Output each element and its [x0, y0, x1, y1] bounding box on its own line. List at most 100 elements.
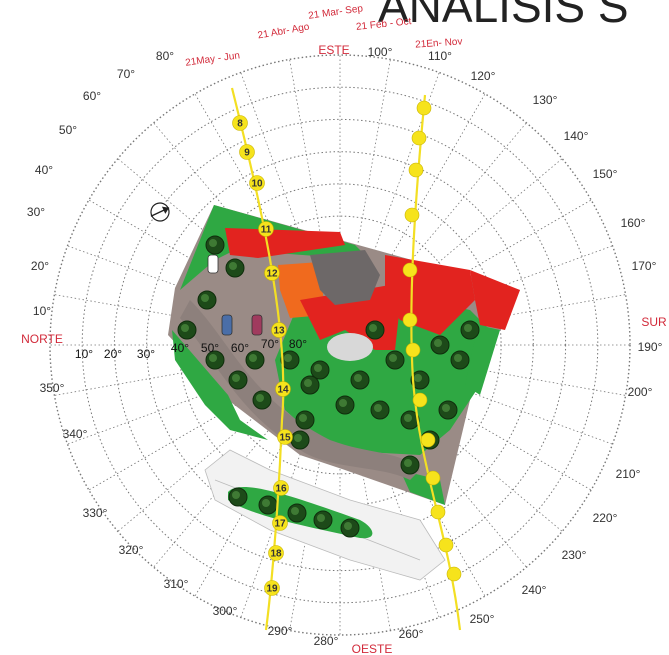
tree-icon: [414, 374, 422, 382]
hour-marker: [239, 144, 255, 160]
hour-label: 17: [274, 519, 286, 530]
tree-icon: [442, 404, 450, 412]
azimuth-labels-17: 200°: [628, 385, 653, 399]
tree-icon: [229, 262, 237, 270]
azimuth-labels-6: 70°: [117, 67, 135, 81]
car-icon: [251, 314, 263, 336]
altitude-labels-3: 40°: [171, 341, 189, 355]
sun-position-marker: [402, 312, 418, 328]
azimuth-labels-15: 170°: [632, 259, 657, 273]
azimuth-labels-21: 240°: [522, 583, 547, 597]
azimuth-labels-19: 220°: [593, 511, 618, 525]
azimuth-labels-4: 50°: [59, 123, 77, 137]
hour-marker: [275, 381, 291, 397]
tree-icon: [299, 414, 307, 422]
tree-icon: [344, 522, 352, 530]
sun-position-marker: [425, 470, 441, 486]
altitude-ring: [113, 118, 567, 572]
date-labels-4: 21En- Nov: [415, 36, 463, 50]
altitude-labels-7: 80°: [289, 337, 307, 351]
cardinals-west: OESTE: [352, 642, 393, 655]
cardinals-east: ESTE: [318, 43, 349, 57]
tree-icon: [201, 294, 209, 302]
sun-path-group: 8 9 10 11 12 13 14 15 16 17 18 19: [230, 87, 462, 631]
sun-position-marker: [412, 392, 428, 408]
sun-position-marker: [416, 100, 432, 116]
azimuth-labels-9: 110°: [428, 49, 452, 63]
hour-label: 16: [275, 484, 287, 495]
tree-icon: [249, 354, 257, 362]
altitude-labels-2: 30°: [137, 347, 155, 361]
altitude-labels-0: 10°: [75, 347, 93, 361]
azimuth-labels-18: 210°: [616, 467, 641, 481]
azimuth-labels-11: 130°: [533, 93, 558, 107]
hour-label: 8: [237, 119, 243, 130]
tree-icon: [209, 239, 217, 247]
azimuth-labels-26: 300°: [213, 604, 238, 618]
hour-label: 19: [266, 584, 278, 595]
tree-icon: [369, 324, 377, 332]
date-labels-2: 21 Mar- Sep: [308, 3, 364, 22]
tree-icon: [404, 459, 412, 467]
azimuth-labels-12: 140°: [564, 129, 589, 143]
hour-label: 10: [251, 179, 263, 190]
tree-icon: [339, 399, 347, 407]
sun-position-marker: [446, 566, 462, 582]
tree-icon: [262, 499, 270, 507]
azimuth-labels-7: 80°: [156, 49, 174, 63]
hour-label: 18: [270, 549, 282, 560]
tree-icon: [434, 339, 442, 347]
azimuth-labels-27: 310°: [164, 577, 189, 591]
azimuth-labels-8: 100°: [368, 45, 393, 59]
date-labels-1: 21 Abr- Ago: [257, 22, 311, 42]
sun-position-marker: [402, 262, 418, 278]
azimuth-labels-25: 290°: [268, 624, 293, 638]
tree-icon: [232, 491, 240, 499]
sun-position-marker: [438, 537, 454, 553]
hour-marker: [268, 545, 284, 561]
azimuth-labels-30: 340°: [63, 427, 88, 441]
lawn-west: [172, 330, 268, 440]
azimuth-labels-29: 330°: [83, 506, 108, 520]
azimuth-labels-16: 190°: [638, 340, 663, 354]
tree-icon: [404, 414, 412, 422]
hour-label: 9: [244, 148, 250, 159]
hour-label: 14: [277, 385, 289, 396]
hour-label: 15: [279, 433, 291, 444]
sun-position-marker: [404, 207, 420, 223]
altitude-labels-1: 20°: [104, 347, 122, 361]
date-labels-0: 21May - Jun: [185, 50, 241, 69]
tree-icon: [314, 364, 322, 372]
hour-label: 12: [266, 269, 278, 280]
altitude-labels-6: 70°: [261, 337, 279, 351]
north-arrow-icon: [150, 202, 170, 222]
hour-marker: [273, 480, 289, 496]
tree-icon: [374, 404, 382, 412]
azimuth-labels-14: 160°: [621, 216, 646, 230]
altitude-labels-4: 50°: [201, 341, 219, 355]
sun-position-marker: [430, 504, 446, 520]
hour-label: 13: [273, 326, 285, 337]
azimuth-labels-24: 280°: [314, 634, 339, 648]
title-partial: ANÁLISIS S: [378, 0, 629, 32]
tree-icon: [284, 354, 292, 362]
azimuth-labels-1: 20°: [31, 259, 49, 273]
hour-label: 11: [261, 225, 272, 236]
courtyard: [327, 333, 373, 361]
altitude-labels-5: 60°: [231, 341, 249, 355]
tree-icon: [317, 514, 325, 522]
tree-icon: [354, 374, 362, 382]
hour-marker: [232, 115, 248, 131]
lawn-east: [465, 325, 500, 395]
tree-icon: [181, 324, 189, 332]
hour-marker: [264, 580, 280, 596]
tree-icon: [291, 507, 299, 515]
sun-position-marker: [411, 130, 427, 146]
hour-marker: [249, 175, 265, 191]
hour-marker: [271, 322, 287, 338]
azimuth-labels-31: 350°: [40, 381, 65, 395]
cardinals-south: SUR: [641, 315, 667, 329]
tree-icon: [256, 394, 264, 402]
hour-marker: [272, 515, 288, 531]
